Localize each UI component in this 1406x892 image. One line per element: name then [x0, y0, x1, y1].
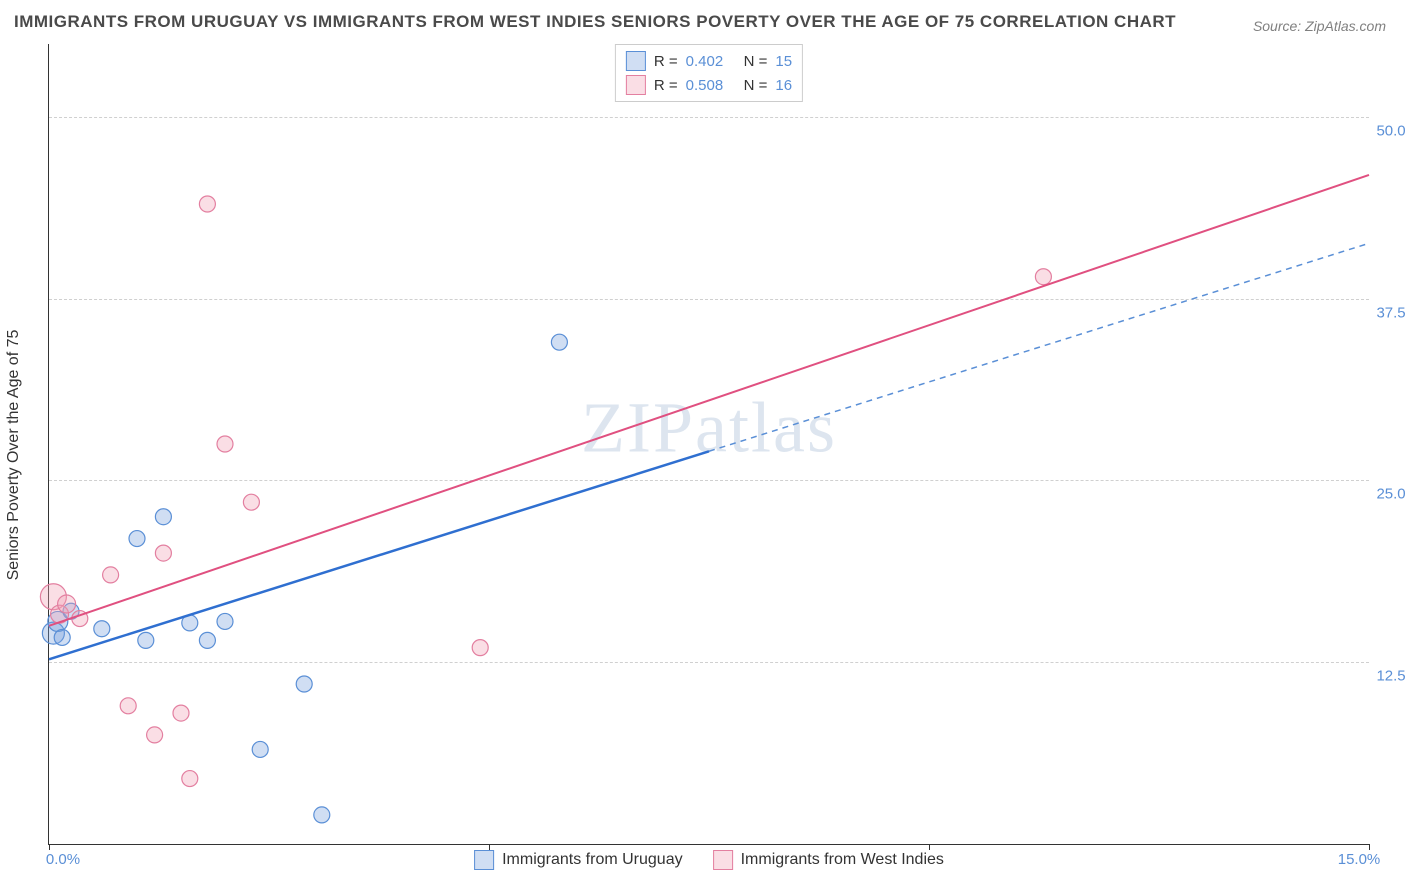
legend-r-label: R = — [654, 77, 678, 94]
chart-canvas — [49, 44, 1369, 844]
scatter-point — [182, 771, 198, 787]
y-axis-label: Seniors Poverty Over the Age of 75 — [5, 330, 23, 581]
legend-n-value: 15 — [775, 53, 792, 70]
scatter-point — [296, 676, 312, 692]
x-tick — [929, 844, 930, 850]
x-tick — [49, 844, 50, 850]
legend-series-item: Immigrants from West Indies — [713, 850, 944, 870]
scatter-point — [314, 807, 330, 823]
legend-n-value: 16 — [775, 77, 792, 94]
scatter-point — [147, 727, 163, 743]
trend-line — [49, 175, 1369, 626]
scatter-point — [138, 632, 154, 648]
legend-r-label: R = — [654, 53, 678, 70]
scatter-point — [217, 436, 233, 452]
scatter-point — [103, 567, 119, 583]
legend-swatch — [626, 75, 646, 95]
x-tick-label: 15.0% — [1338, 851, 1381, 868]
y-tick-label: 25.0% — [1373, 486, 1406, 503]
scatter-point — [199, 196, 215, 212]
scatter-point — [252, 741, 268, 757]
scatter-point — [54, 629, 70, 645]
scatter-point — [472, 640, 488, 656]
scatter-point — [173, 705, 189, 721]
scatter-point — [217, 613, 233, 629]
legend-series-label: Immigrants from West Indies — [741, 851, 944, 869]
chart-title: IMMIGRANTS FROM URUGUAY VS IMMIGRANTS FR… — [14, 12, 1176, 32]
legend-swatch — [713, 850, 733, 870]
legend-correlation: R = 0.402 N = 15 R = 0.508 N = 16 — [615, 44, 803, 102]
scatter-point — [129, 531, 145, 547]
legend-r-value: 0.402 — [686, 53, 736, 70]
x-tick-label: 0.0% — [46, 851, 80, 868]
scatter-point — [551, 334, 567, 350]
legend-n-label: N = — [744, 77, 768, 94]
legend-correlation-row: R = 0.402 N = 15 — [626, 49, 792, 73]
plot-area: ZIPatlas 12.5%25.0%37.5%50.0% R =0.402N … — [48, 44, 1369, 845]
trend-line — [49, 451, 709, 659]
scatter-point — [155, 545, 171, 561]
y-tick-label: 12.5% — [1373, 668, 1406, 685]
y-tick-label: 37.5% — [1373, 304, 1406, 321]
y-tick-label: 50.0% — [1373, 122, 1406, 139]
legend-n-label: N = — [744, 53, 768, 70]
legend-swatch — [474, 850, 494, 870]
scatter-point — [155, 509, 171, 525]
scatter-point — [199, 632, 215, 648]
legend-series: Immigrants from Uruguay Immigrants from W… — [474, 850, 944, 870]
scatter-point — [1035, 269, 1051, 285]
scatter-point — [94, 621, 110, 637]
scatter-point — [120, 698, 136, 714]
legend-series-label: Immigrants from Uruguay — [502, 851, 683, 869]
legend-correlation-row: R = 0.508 N = 16 — [626, 73, 792, 97]
scatter-point — [58, 595, 76, 613]
legend-r-value: 0.508 — [686, 77, 736, 94]
scatter-point — [243, 494, 259, 510]
source-label: Source: ZipAtlas.com — [1253, 18, 1386, 34]
x-tick — [1369, 844, 1370, 850]
legend-series-item: Immigrants from Uruguay — [474, 850, 683, 870]
legend-swatch — [626, 51, 646, 71]
x-tick — [489, 844, 490, 850]
